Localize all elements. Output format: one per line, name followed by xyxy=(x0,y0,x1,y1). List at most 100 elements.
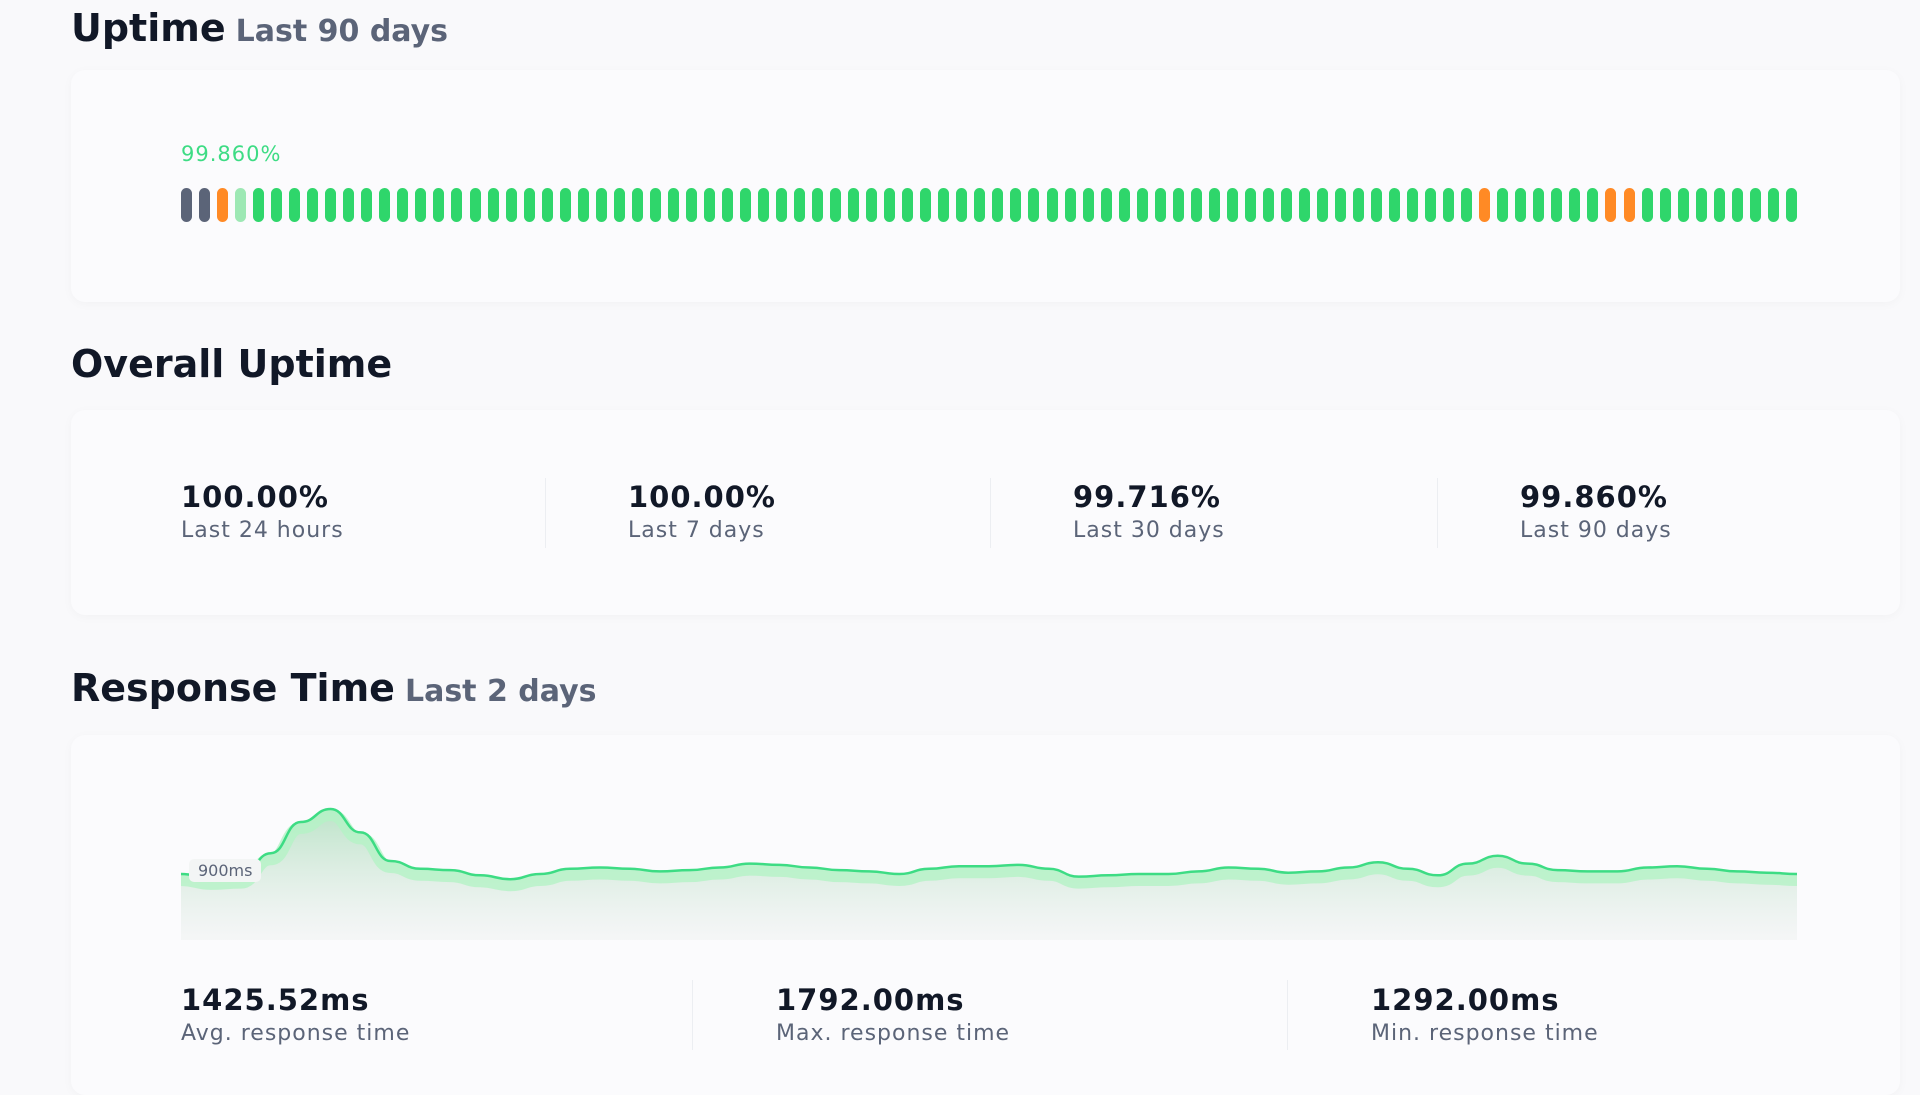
uptime-day-bar-up[interactable] xyxy=(866,188,878,222)
uptime-day-bar-up[interactable] xyxy=(992,188,1004,222)
uptime-day-bar-up[interactable] xyxy=(902,188,914,222)
uptime-day-bar-up[interactable] xyxy=(721,188,733,222)
uptime-title: Uptime xyxy=(71,6,226,50)
uptime-day-bar-up[interactable] xyxy=(920,188,932,222)
uptime-day-bar-partial[interactable] xyxy=(235,188,247,222)
uptime-day-bar-up[interactable] xyxy=(1461,188,1473,222)
uptime-day-bar-up[interactable] xyxy=(469,188,481,222)
uptime-day-bar-up[interactable] xyxy=(1136,188,1148,222)
uptime-day-bar-up[interactable] xyxy=(1569,188,1581,222)
uptime-day-bar-up[interactable] xyxy=(1353,188,1365,222)
uptime-day-bar-up[interactable] xyxy=(1731,188,1743,222)
uptime-day-bar-up[interactable] xyxy=(667,188,679,222)
uptime-day-bar-up[interactable] xyxy=(631,188,643,222)
uptime-day-bar-up[interactable] xyxy=(1749,188,1761,222)
uptime-day-bar-up[interactable] xyxy=(739,188,751,222)
uptime-day-bar-up[interactable] xyxy=(505,188,517,222)
uptime-day-bar-up[interactable] xyxy=(649,188,661,222)
uptime-day-bar-up[interactable] xyxy=(1082,188,1094,222)
stat-value: 100.00% xyxy=(181,480,329,514)
uptime-day-bar-up[interactable] xyxy=(974,188,986,222)
uptime-day-bar-up[interactable] xyxy=(379,188,391,222)
uptime-day-bar-up[interactable] xyxy=(577,188,589,222)
uptime-day-bar-up[interactable] xyxy=(1226,188,1238,222)
uptime-day-bar-up[interactable] xyxy=(1028,188,1040,222)
uptime-day-bar-up[interactable] xyxy=(1695,188,1707,222)
response-title: Response Time xyxy=(71,666,395,710)
uptime-day-bar-up[interactable] xyxy=(1497,188,1509,222)
uptime-day-bar-up[interactable] xyxy=(685,188,697,222)
uptime-day-bar-up[interactable] xyxy=(776,188,788,222)
uptime-day-bar-up[interactable] xyxy=(451,188,463,222)
uptime-day-bar-up[interactable] xyxy=(1335,188,1346,222)
uptime-day-bar-down[interactable] xyxy=(217,188,229,222)
uptime-day-bar-up[interactable] xyxy=(1046,188,1058,222)
uptime-day-bar-up[interactable] xyxy=(830,188,842,222)
uptime-day-bar-up[interactable] xyxy=(487,188,499,222)
uptime-heading: Uptime Last 90 days xyxy=(71,6,448,50)
uptime-day-bar-up[interactable] xyxy=(1659,188,1671,222)
stat-30d: 99.716% Last 30 days xyxy=(1073,480,1225,543)
uptime-day-bar-up[interactable] xyxy=(433,188,445,222)
uptime-day-bar-up[interactable] xyxy=(289,188,301,222)
uptime-day-bar-up[interactable] xyxy=(758,188,769,222)
uptime-day-bar-up[interactable] xyxy=(938,188,950,222)
divider xyxy=(545,478,546,548)
uptime-day-bar-up[interactable] xyxy=(415,188,427,222)
uptime-day-bar-nodata[interactable] xyxy=(199,188,211,222)
uptime-day-bar-up[interactable] xyxy=(343,188,355,222)
uptime-card xyxy=(71,70,1900,302)
uptime-day-bar-up[interactable] xyxy=(1425,188,1437,222)
uptime-day-bar-up[interactable] xyxy=(523,188,535,222)
uptime-day-bar-up[interactable] xyxy=(1641,188,1653,222)
uptime-day-bar-up[interactable] xyxy=(1533,188,1545,222)
uptime-day-bar-up[interactable] xyxy=(1407,188,1419,222)
uptime-day-bar-up[interactable] xyxy=(271,188,283,222)
uptime-day-bar-up[interactable] xyxy=(361,188,373,222)
uptime-day-bar-down[interactable] xyxy=(1605,188,1617,222)
uptime-day-bar-up[interactable] xyxy=(1010,188,1022,222)
uptime-day-bar-up[interactable] xyxy=(1154,188,1166,222)
divider xyxy=(692,980,693,1050)
uptime-day-bar-up[interactable] xyxy=(1371,188,1383,222)
uptime-day-bar-up[interactable] xyxy=(1100,188,1112,222)
uptime-day-bar-up[interactable] xyxy=(1172,188,1184,222)
uptime-day-bar-up[interactable] xyxy=(794,188,806,222)
uptime-day-bar-up[interactable] xyxy=(1190,188,1202,222)
uptime-day-bar-up[interactable] xyxy=(541,188,553,222)
uptime-day-bar-up[interactable] xyxy=(884,188,896,222)
uptime-day-bar-up[interactable] xyxy=(325,188,337,222)
uptime-day-bar-up[interactable] xyxy=(1587,188,1599,222)
stat-value: 1792.00ms xyxy=(776,983,965,1017)
uptime-day-bar-up[interactable] xyxy=(1208,188,1220,222)
uptime-day-bar-up[interactable] xyxy=(1280,188,1292,222)
uptime-day-bar-up[interactable] xyxy=(1389,188,1401,222)
uptime-day-bar-up[interactable] xyxy=(1064,188,1076,222)
uptime-day-bar-up[interactable] xyxy=(1551,188,1563,222)
uptime-day-bar-up[interactable] xyxy=(1316,188,1328,222)
uptime-day-bar-up[interactable] xyxy=(613,188,625,222)
uptime-day-bar-up[interactable] xyxy=(559,188,571,222)
uptime-day-bar-up[interactable] xyxy=(253,188,265,222)
uptime-day-bar-nodata[interactable] xyxy=(181,188,192,222)
uptime-day-bar-up[interactable] xyxy=(1767,188,1779,222)
uptime-day-bar-up[interactable] xyxy=(1443,188,1455,222)
uptime-day-bar-up[interactable] xyxy=(1515,188,1527,222)
uptime-day-bar-up[interactable] xyxy=(1262,188,1274,222)
uptime-day-bar-up[interactable] xyxy=(1677,188,1689,222)
uptime-day-bar-up[interactable] xyxy=(848,188,860,222)
uptime-day-bar-up[interactable] xyxy=(307,188,319,222)
uptime-day-bar-up[interactable] xyxy=(1713,188,1725,222)
uptime-day-bar-up[interactable] xyxy=(956,188,968,222)
uptime-day-bar-up[interactable] xyxy=(812,188,824,222)
uptime-day-bar-up[interactable] xyxy=(703,188,715,222)
uptime-day-bar-up[interactable] xyxy=(397,188,409,222)
uptime-day-bar-down[interactable] xyxy=(1479,188,1491,222)
overall-uptime-heading: Overall Uptime xyxy=(71,342,393,386)
uptime-day-bar-up[interactable] xyxy=(595,188,607,222)
uptime-day-bar-up[interactable] xyxy=(1298,188,1310,222)
uptime-day-bar-up[interactable] xyxy=(1118,188,1130,222)
uptime-day-bar-up[interactable] xyxy=(1785,188,1797,222)
uptime-day-bar-up[interactable] xyxy=(1244,188,1256,222)
uptime-day-bar-down[interactable] xyxy=(1623,188,1635,222)
